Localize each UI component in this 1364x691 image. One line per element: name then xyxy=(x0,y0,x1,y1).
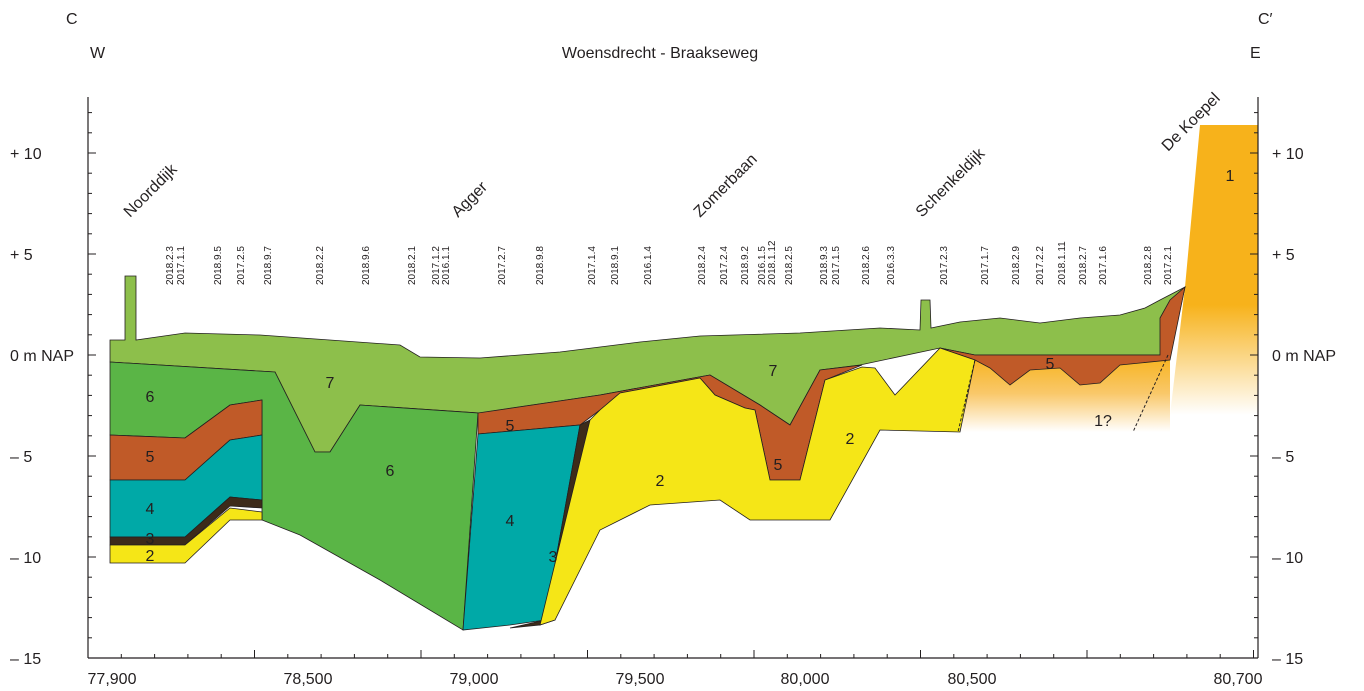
borehole-label: 2017.1.4 xyxy=(587,246,598,285)
x-tick-label: 78,500 xyxy=(284,671,333,688)
y-tick-label: + 5 xyxy=(10,247,33,264)
direction-label: W xyxy=(90,45,106,62)
unit-label: 2 xyxy=(846,431,855,448)
borehole-label: 2017.1.7 xyxy=(980,246,991,285)
unit-label: 5 xyxy=(774,457,783,474)
unit-label: 6 xyxy=(386,463,395,480)
place-label: Noorddijk xyxy=(121,160,182,221)
y-tick-label: 0 m NAP xyxy=(1272,348,1336,365)
y-tick-label: – 15 xyxy=(1272,651,1303,668)
unit-2-left xyxy=(109,507,263,564)
unit-label: 5 xyxy=(146,449,155,466)
title: Woensdrecht - Braakseweg xyxy=(562,45,758,62)
borehole-label: 2018.9.5 xyxy=(213,246,224,285)
borehole-label: 2018.1.11 xyxy=(1057,241,1068,285)
borehole-label: 2017.2.7 xyxy=(497,246,508,285)
place-label: Schenkeldijk xyxy=(913,145,989,221)
unit-label: 3 xyxy=(146,531,155,548)
x-tick-label: 79,500 xyxy=(616,671,665,688)
unit-label: 1? xyxy=(1094,413,1112,430)
unit-5-right xyxy=(939,285,1186,386)
borehole-label: 2017.2.2 xyxy=(1035,246,1046,285)
x-tick-label: 77,900 xyxy=(88,671,137,688)
borehole-label: 2016.3.3 xyxy=(886,246,897,285)
unit-label: 7 xyxy=(769,363,778,380)
borehole-label: 2018.9.8 xyxy=(535,246,546,285)
borehole-label: 2016.1.1 xyxy=(441,246,452,285)
borehole-label: 2018.2.5 xyxy=(784,246,795,285)
y-tick-label: + 5 xyxy=(1272,247,1295,264)
place-label: Zomerbaan xyxy=(691,151,761,221)
x-tick-label: 79,000 xyxy=(450,671,499,688)
direction-label: E xyxy=(1250,45,1261,62)
borehole-label: 2018.2.9 xyxy=(1011,246,1022,285)
section-label: C xyxy=(66,11,78,28)
unit-4-mid xyxy=(462,424,581,631)
borehole-label: 2018.9.6 xyxy=(361,246,372,285)
borehole-label: 2018.9.7 xyxy=(263,246,274,285)
y-tick-label: – 5 xyxy=(10,449,32,466)
borehole-label: 2018.2.2 xyxy=(315,246,326,285)
borehole-label: 2016.1.5 xyxy=(757,246,768,285)
unit-label: 1 xyxy=(1226,168,1235,185)
borehole-label: 2018.2.1 xyxy=(407,246,418,285)
unit-label: 2 xyxy=(146,548,155,565)
y-tick-label: – 10 xyxy=(1272,550,1303,567)
unit-label: 5 xyxy=(1046,356,1055,373)
unit-label: 2 xyxy=(656,473,665,490)
y-tick-label: – 5 xyxy=(1272,449,1294,466)
borehole-label: 2017.2.3 xyxy=(939,246,950,285)
y-tick-label: + 10 xyxy=(10,146,42,163)
y-tick-label: – 10 xyxy=(10,550,41,567)
borehole-label: 2017.2.1 xyxy=(1163,246,1174,285)
borehole-label: 2018.2.6 xyxy=(861,246,872,285)
borehole-label: 2018.9.1 xyxy=(610,246,621,285)
unit-label: 4 xyxy=(506,513,515,530)
x-tick-label: 80,500 xyxy=(948,671,997,688)
x-tick-label: 80,700 xyxy=(1214,671,1263,688)
borehole-label: 2017.1.1 xyxy=(176,246,187,285)
layers xyxy=(109,125,1258,631)
y-tick-label: + 10 xyxy=(1272,146,1304,163)
borehole-label: 2017.2.5 xyxy=(236,246,247,285)
borehole-label: 2017.1.2 xyxy=(431,246,442,285)
y-tick-label: – 15 xyxy=(10,651,41,668)
unit-label: 3 xyxy=(549,549,558,566)
unit-label: 6 xyxy=(146,389,155,406)
y-tick-label: 0 m NAP xyxy=(10,348,74,365)
koepel-block xyxy=(1170,125,1258,415)
unit-label: 7 xyxy=(326,375,335,392)
borehole-label: 2017.1.5 xyxy=(831,246,842,285)
unit-label: 4 xyxy=(146,501,155,518)
fault-line xyxy=(1132,354,1169,433)
axes xyxy=(87,97,1259,659)
borehole-label: 2018.2.7 xyxy=(1078,246,1089,285)
borehole-label: 2018.1.12 xyxy=(767,240,778,285)
borehole-label: 2018.2.8 xyxy=(1143,246,1154,285)
borehole-label: 2017.1.6 xyxy=(1098,246,1109,285)
place-label: Agger xyxy=(449,178,492,221)
unit-label: 5 xyxy=(506,418,515,435)
unit-2-mid xyxy=(539,347,976,626)
x-tick-label: 80,000 xyxy=(781,671,830,688)
fault-line xyxy=(957,359,976,433)
borehole-label: 2017.2.4 xyxy=(719,246,730,285)
borehole-label: 2018.2.3 xyxy=(165,246,176,285)
borehole-label: 2018.9.2 xyxy=(740,246,751,285)
borehole-label: 2018.9.3 xyxy=(819,246,830,285)
borehole-label: 2018.2.4 xyxy=(697,246,708,285)
section-label: C′ xyxy=(1258,11,1273,28)
borehole-label: 2016.1.4 xyxy=(643,246,654,285)
